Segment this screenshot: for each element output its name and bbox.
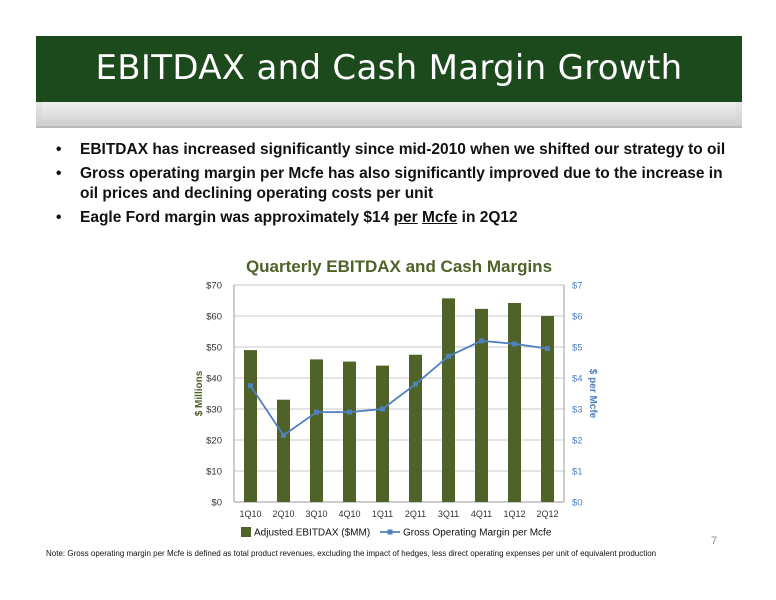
slide-title: EBITDAX and Cash Margin Growth <box>95 48 683 88</box>
legend-label-line: Gross Operating Margin per Mcfe <box>403 528 552 539</box>
bar <box>376 365 389 502</box>
x-tick-label: 1Q11 <box>372 509 393 519</box>
bullet-item: Eagle Ford margin was approximately $14 … <box>56 208 736 228</box>
y2-tick-label: $2 <box>572 436 583 447</box>
bar <box>442 298 455 502</box>
bar <box>343 361 356 502</box>
bar <box>508 302 521 502</box>
bullet-text-mcfe: Mcfe <box>422 209 458 226</box>
y-tick-label: $60 <box>206 312 222 323</box>
line-point <box>314 409 319 415</box>
y2-tick-label: $6 <box>572 312 583 323</box>
line-point <box>281 432 286 438</box>
y2-tick-label: $3 <box>572 405 583 416</box>
y2-tick-label: $7 <box>572 281 583 292</box>
x-tick-label: 4Q11 <box>471 509 492 519</box>
y-tick-label: $0 <box>211 498 222 509</box>
title-underbar-inner <box>42 102 736 120</box>
bullet-item: Gross operating margin per Mcfe has also… <box>56 164 736 204</box>
line-point <box>545 346 550 352</box>
y-tick-label: $30 <box>206 405 222 416</box>
bar <box>244 350 257 502</box>
x-tick-label: 1Q12 <box>503 509 525 519</box>
title-underbar <box>36 102 742 128</box>
y2-tick-label: $1 <box>572 467 583 478</box>
x-tick-label: 4Q10 <box>338 509 360 519</box>
x-tick-label: 3Q10 <box>305 509 327 519</box>
bar <box>475 308 488 502</box>
y-tick-label: $20 <box>206 436 222 447</box>
bullet-text-pre: Eagle Ford margin was approximately $14 <box>80 209 394 226</box>
y-tick-label: $50 <box>206 343 222 354</box>
line-point <box>512 341 517 347</box>
line-point <box>446 353 451 359</box>
y-tick-label: $70 <box>206 281 222 292</box>
line-point <box>347 409 352 415</box>
bullet-item: EBITDAX has increased significantly sinc… <box>56 140 736 160</box>
y2-tick-label: $4 <box>572 374 583 385</box>
legend-label-bar: Adjusted EBITDAX ($MM) <box>254 528 370 539</box>
x-tick-label: 2Q10 <box>272 509 294 519</box>
y2-tick-label: $0 <box>572 498 583 509</box>
bar <box>541 316 554 502</box>
bar <box>277 399 290 502</box>
margin-line <box>249 339 548 437</box>
chart-title: Quarterly EBITDAX and Cash Margins <box>246 257 552 276</box>
bar <box>310 359 323 502</box>
x-tick-label: 2Q11 <box>405 509 426 519</box>
x-tick-label: 3Q11 <box>438 509 459 519</box>
legend-swatch-marker <box>387 529 393 535</box>
bullet-text: EBITDAX has increased significantly sinc… <box>80 141 726 158</box>
x-tick-label: 2Q12 <box>536 509 558 519</box>
y2-axis-label: $ per Mcfe <box>587 369 598 419</box>
y-axis-label: $ Millions <box>194 370 205 416</box>
line-point <box>479 338 484 344</box>
bar <box>409 354 422 502</box>
footnote: Note: Gross operating margin per Mcfe is… <box>46 549 657 558</box>
title-bar: EBITDAX and Cash Margin Growth <box>36 36 742 102</box>
line-point <box>413 381 418 387</box>
legend-swatch-bar <box>241 527 251 537</box>
y-tick-label: $40 <box>206 374 222 385</box>
page-number: 7 <box>711 535 718 547</box>
x-tick-label: 1Q10 <box>239 509 261 519</box>
bullet-list: EBITDAX has increased significantly sinc… <box>56 140 736 232</box>
line-point <box>248 383 253 389</box>
y2-tick-label: $5 <box>572 343 583 354</box>
line-point <box>380 406 385 412</box>
y-tick-label: $10 <box>206 467 222 478</box>
bullet-text-post: in 2Q12 <box>457 209 518 226</box>
bullet-text: Gross operating margin per Mcfe has also… <box>80 165 723 202</box>
bullet-text-per: per <box>393 209 418 226</box>
